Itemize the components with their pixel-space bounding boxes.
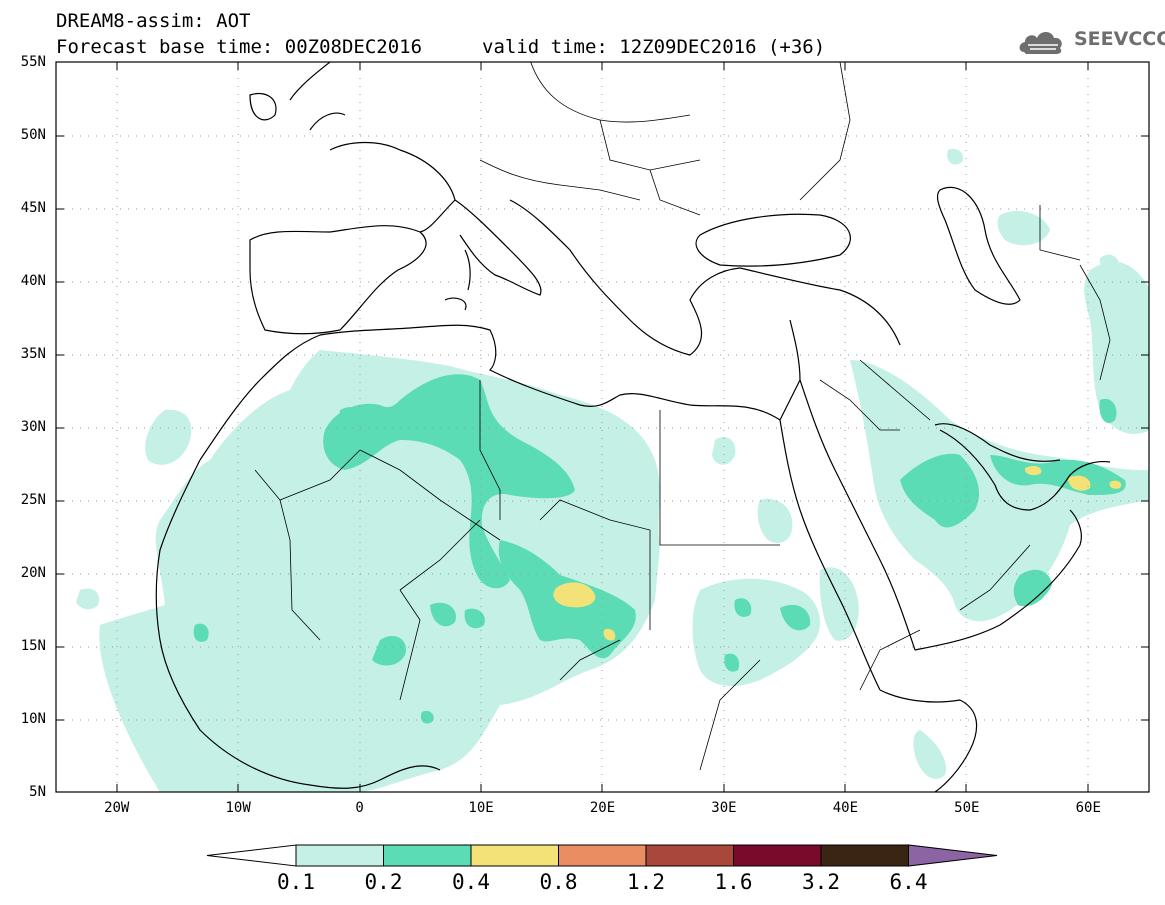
lat-label-30n: 30N (20, 419, 46, 435)
lat-label-50n: 50N (20, 127, 46, 143)
lon-label-60e: 60E (1075, 800, 1101, 816)
colorbar-label-0-2: 0.2 (364, 870, 403, 894)
aot-high-areas (553, 465, 1122, 641)
lon-label-10e: 10E (468, 800, 494, 816)
lat-label-5n: 5N (29, 784, 46, 800)
colorbar-label-0-8: 0.8 (539, 870, 578, 894)
colorbar-label-3-2: 3.2 (802, 870, 840, 894)
colorbar-label-1-2: 1.2 (627, 870, 665, 894)
lat-label-45n: 45N (20, 200, 46, 216)
colorbar-label-6-4: 6.4 (889, 870, 928, 894)
lat-label-55n: 55N (20, 54, 46, 70)
lat-label-10n: 10N (20, 711, 46, 727)
country-borders (254, 62, 1111, 771)
colorbar-label-0-4: 0.4 (452, 870, 490, 894)
lat-label-20n: 20N (20, 565, 46, 581)
lon-label-20e: 20E (589, 800, 616, 816)
lon-label-0: 0 (355, 800, 364, 816)
lon-label-20w: 20W (104, 800, 130, 816)
lat-label-40n: 40N (20, 273, 46, 289)
lat-label-15n: 15N (20, 638, 46, 654)
aot-field (56, 62, 1149, 792)
colorbar-label-1-6: 1.6 (714, 870, 753, 894)
valid-time: valid time: 12Z09DEC2016 (+36) (482, 36, 826, 58)
lon-label-50e: 50E (954, 800, 980, 816)
logo-text: SEEVCCC (1074, 28, 1165, 50)
lon-label-10w: 10W (225, 800, 251, 816)
coastlines (155, 62, 1111, 792)
lon-label-40e: 40E (832, 800, 859, 816)
map-title: DREAM8-assim: AOT (56, 10, 251, 32)
cloud-icon (1019, 32, 1062, 54)
colorbar-label-0-1: 0.1 (277, 870, 315, 894)
lon-label-30e: 30E (711, 800, 737, 816)
lat-label-35n: 35N (20, 346, 46, 362)
forecast-base-time: Forecast base time: 00Z08DEC2016 (56, 36, 423, 58)
lat-label-25n: 25N (20, 492, 46, 508)
map-gridlines (56, 62, 1149, 792)
axis-ticks (56, 62, 1149, 792)
